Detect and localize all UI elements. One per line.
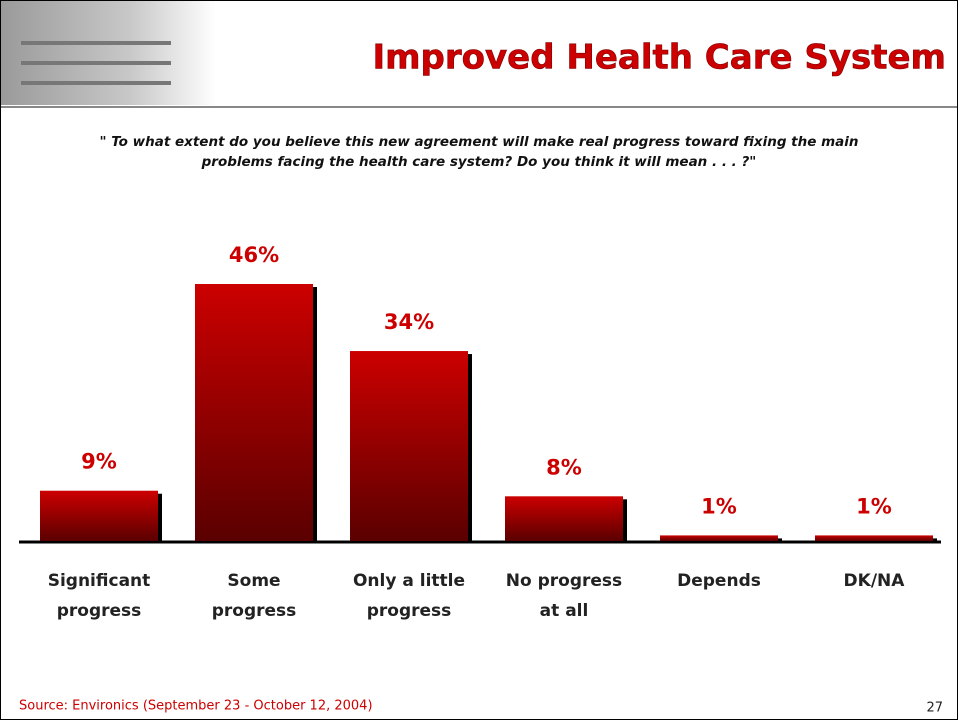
bar xyxy=(505,496,623,541)
slide-title: Improved Health Care System xyxy=(372,38,946,78)
bar xyxy=(815,535,933,541)
question-line: " To what extent do you believe this new… xyxy=(99,134,859,150)
value-label: 34% xyxy=(384,310,434,334)
building-windows xyxy=(21,41,171,85)
value-label: 8% xyxy=(546,455,582,479)
bar xyxy=(195,284,313,541)
category-label: No progress at all xyxy=(505,571,623,621)
category-label: Significant progress xyxy=(47,571,151,621)
category-label: DK/NA xyxy=(843,571,905,591)
question-line: problems facing the health care system? … xyxy=(201,154,757,170)
bar xyxy=(40,490,158,541)
category-label: Depends xyxy=(677,571,761,591)
value-label: 46% xyxy=(229,243,279,267)
value-label: 1% xyxy=(856,494,892,518)
category-label: Only a little progress xyxy=(352,571,466,621)
value-label: 9% xyxy=(81,450,117,474)
value-label: 1% xyxy=(701,494,737,518)
page-number: 27 xyxy=(926,701,943,716)
category-label: Some progress xyxy=(211,571,297,621)
header-image xyxy=(1,1,216,105)
source: Source: Environics (September 23 - Octob… xyxy=(19,699,373,714)
bar xyxy=(660,535,778,541)
bar xyxy=(350,351,468,541)
